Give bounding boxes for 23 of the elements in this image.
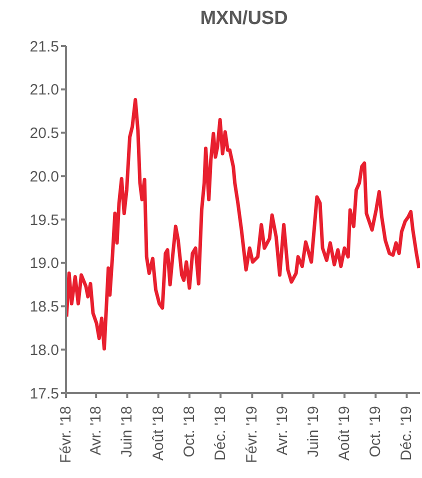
y-tick-label: 21.0 <box>30 82 59 99</box>
x-tick-label: Déc. '18 <box>212 406 230 461</box>
x-tick-label: Juin '19 <box>304 406 322 458</box>
y-tick-label: 20.0 <box>30 168 59 186</box>
y-tick-label: 18.5 <box>30 298 59 316</box>
x-tick-label: Févr. '19 <box>244 406 261 464</box>
x-tick-label: Févr. '18 <box>58 406 74 464</box>
x-tick-label: Avr. '19 <box>274 406 291 456</box>
x-tick-label: Août '18 <box>150 406 167 461</box>
x-tick-label: Avr. '18 <box>88 406 105 456</box>
x-tick-label: Oct. '18 <box>180 406 198 458</box>
chart-title: MXN/USD <box>199 8 289 30</box>
y-tick-label: 20.5 <box>30 125 59 142</box>
x-tick-label: Oct. '19 <box>367 406 384 458</box>
y-tick-label: 18.0 <box>30 342 59 359</box>
y-tick-label: 21.5 <box>30 38 59 56</box>
y-tick-label: 17.5 <box>30 385 59 402</box>
line-series <box>66 98 420 351</box>
y-tick-label: 19.0 <box>30 255 59 272</box>
x-tick-label: Déc. '19 <box>398 406 416 461</box>
x-tick-label: Juin '18 <box>118 406 136 458</box>
x-tick-label: Août '19 <box>336 406 354 461</box>
y-tick-label: 19.5 <box>30 212 59 229</box>
